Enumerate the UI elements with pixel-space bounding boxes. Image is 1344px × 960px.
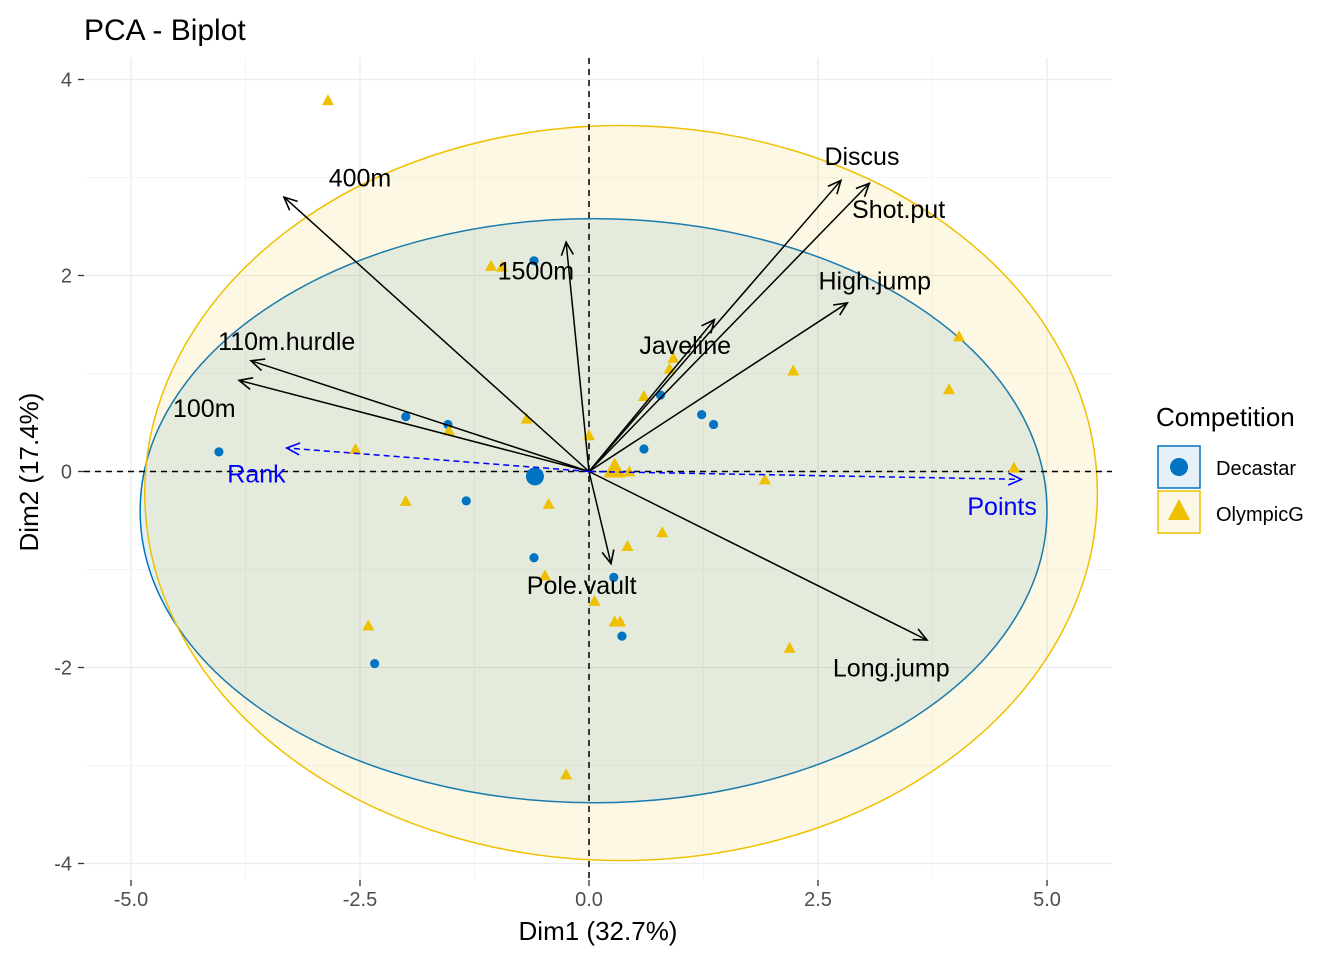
point-olympicg bbox=[623, 465, 636, 477]
x-tick-label: -5.0 bbox=[114, 889, 148, 911]
point-olympicg bbox=[942, 383, 955, 395]
point-decastar bbox=[655, 390, 666, 400]
legend: Competition Decastar OlympicG bbox=[1156, 402, 1304, 534]
individual-points bbox=[214, 94, 1021, 780]
x-tick-label: 5.0 bbox=[1033, 889, 1061, 911]
variable-label-1500m: 1500m bbox=[498, 258, 574, 286]
point-decastar bbox=[697, 410, 707, 420]
variable-label-javeline: Javeline bbox=[639, 332, 731, 360]
variable-label-discus: Discus bbox=[824, 143, 899, 171]
point-olympicg bbox=[560, 768, 573, 780]
point-olympicg bbox=[1008, 461, 1021, 473]
point-olympicg bbox=[783, 641, 796, 653]
y-tick-label: -2 bbox=[54, 658, 72, 680]
variable-label-high-jump: High.jump bbox=[819, 267, 932, 295]
point-decastar bbox=[609, 572, 619, 582]
legend-olympicg-marker bbox=[1168, 499, 1190, 520]
x-tick-label: 0.0 bbox=[575, 889, 603, 911]
point-olympicg bbox=[349, 442, 362, 454]
axis-ticks: -5.0 -2.5 0.0 2.5 5.0 -4 -2 0 2 4 bbox=[54, 70, 1061, 912]
y-tick-label: 0 bbox=[61, 462, 72, 484]
legend-label-decastar: Decastar bbox=[1216, 458, 1296, 480]
supp-arrow-points bbox=[588, 470, 1024, 486]
point-olympicg bbox=[495, 260, 508, 272]
point-olympicg bbox=[442, 424, 455, 436]
point-decastar bbox=[529, 256, 539, 266]
arrow-1500m bbox=[560, 240, 590, 472]
variable-label-pole-vault: Pole.vault bbox=[527, 572, 637, 600]
arrow-long-jump bbox=[588, 470, 929, 641]
point-olympicg bbox=[758, 473, 771, 485]
centroid-decastar bbox=[525, 467, 544, 486]
y-tick-label: 2 bbox=[61, 266, 72, 288]
arrow-javeline bbox=[588, 318, 716, 472]
variable-arrows: 100m 110m.hurdle 400m 1500m Javeline Discus Sh… bbox=[173, 143, 1037, 683]
legend-title: Competition bbox=[1156, 402, 1295, 432]
variable-label-shot-put: Shot.put bbox=[852, 196, 945, 224]
arrow-shot-put bbox=[588, 182, 871, 473]
chart-title: PCA - Biplot bbox=[84, 14, 246, 47]
point-decastar bbox=[708, 419, 719, 430]
arrow-100m bbox=[237, 377, 590, 473]
legend-label-olympicg: OlympicG bbox=[1216, 504, 1304, 526]
variable-label-400m: 400m bbox=[329, 165, 392, 193]
ellipse-olympicg bbox=[143, 124, 1099, 862]
point-olympicg bbox=[588, 594, 601, 606]
point-olympicg bbox=[656, 526, 669, 538]
point-olympicg bbox=[614, 615, 627, 627]
point-olympicg bbox=[520, 412, 533, 424]
point-decastar bbox=[214, 447, 224, 457]
point-decastar bbox=[639, 444, 649, 454]
supp-label-rank: Rank bbox=[227, 460, 286, 488]
supp-arrow-rank bbox=[284, 442, 590, 473]
x-tick-label: -2.5 bbox=[343, 889, 377, 911]
x-axis-title: Dim1 (32.7%) bbox=[519, 916, 678, 946]
point-decastar bbox=[461, 496, 471, 506]
point-decastar bbox=[401, 412, 411, 422]
point-decastar bbox=[529, 553, 539, 563]
point-olympicg bbox=[637, 390, 650, 402]
point-olympicg bbox=[621, 539, 634, 551]
confidence-ellipses bbox=[139, 124, 1099, 862]
point-olympicg bbox=[787, 364, 800, 376]
variable-label-100m: 100m bbox=[173, 395, 236, 423]
point-olympicg bbox=[542, 497, 555, 509]
point-olympicg bbox=[953, 330, 966, 342]
y-tick-label: -4 bbox=[54, 854, 72, 876]
point-decastar bbox=[617, 631, 627, 641]
x-tick-label: 2.5 bbox=[804, 889, 832, 911]
arrow-discus bbox=[588, 178, 843, 472]
point-olympicg bbox=[362, 619, 375, 631]
arrow-high-jump bbox=[588, 301, 849, 473]
arrow-400m bbox=[282, 195, 590, 473]
legend-decastar-marker bbox=[1170, 458, 1188, 476]
point-decastar bbox=[370, 658, 380, 669]
y-axis-title: Dim2 (17.4%) bbox=[14, 393, 44, 552]
arrow-110m-hurdle bbox=[249, 358, 590, 473]
point-olympicg bbox=[399, 494, 412, 506]
variable-label-long-jump: Long.jump bbox=[833, 655, 950, 683]
point-olympicg bbox=[667, 351, 680, 363]
y-tick-label: 4 bbox=[61, 70, 72, 92]
arrow-pole-vault bbox=[588, 471, 615, 566]
point-olympicg bbox=[484, 259, 497, 271]
variable-label-110m-hurdle: 110m.hurdle bbox=[218, 328, 355, 356]
ellipse-decastar bbox=[139, 217, 1048, 804]
point-olympicg bbox=[321, 94, 334, 106]
point-olympicg bbox=[539, 569, 552, 581]
supp-label-points: Points bbox=[967, 493, 1036, 521]
